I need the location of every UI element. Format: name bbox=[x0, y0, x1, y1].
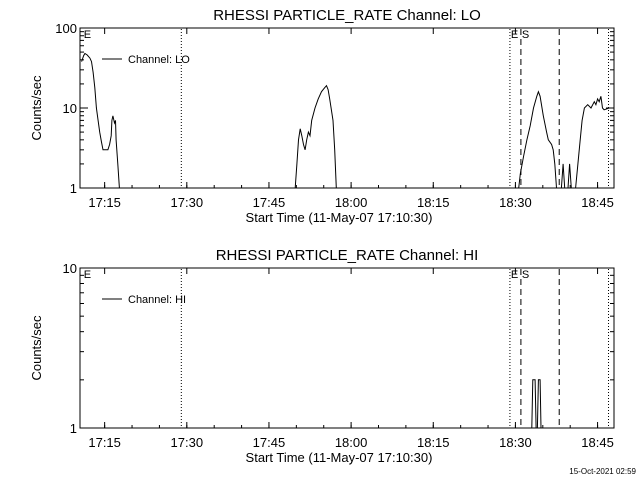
x-tick-label: 17:45 bbox=[253, 195, 286, 210]
x-tick-label: 18:00 bbox=[335, 435, 368, 450]
series-line-segment bbox=[81, 52, 120, 189]
series-line-segment bbox=[294, 84, 337, 189]
legend-label: Channel: LO bbox=[128, 54, 190, 66]
event-marker-label: E bbox=[84, 269, 91, 281]
x-tick-label: 17:30 bbox=[171, 435, 204, 450]
x-axis-label: Start Time (11-May-07 17:10:30) bbox=[246, 210, 433, 225]
series-line-segment bbox=[575, 96, 610, 189]
chart-title: RHESSI PARTICLE_RATE Channel: HI bbox=[216, 247, 479, 264]
x-tick-label: 18:30 bbox=[499, 435, 532, 450]
event-marker-label: S bbox=[522, 29, 529, 41]
x-tick-label: 18:45 bbox=[581, 195, 614, 210]
y-tick-label: 10 bbox=[63, 261, 77, 276]
x-tick-label: 17:15 bbox=[88, 195, 121, 210]
event-marker-label: E bbox=[511, 269, 518, 281]
y-tick-label: 10 bbox=[63, 101, 77, 116]
plot-frame bbox=[79, 267, 615, 429]
series-line-segment bbox=[560, 163, 566, 189]
event-marker-label: S bbox=[522, 269, 529, 281]
legend-label: Channel: HI bbox=[128, 294, 186, 306]
x-tick-label: 18:45 bbox=[581, 435, 614, 450]
series-line-segment bbox=[531, 379, 537, 429]
x-tick-label: 18:30 bbox=[499, 195, 532, 210]
y-tick-label: 1 bbox=[70, 181, 77, 196]
panel-hi: RHESSI PARTICLE_RATE Channel: HI 17:15 17:… bbox=[29, 247, 615, 465]
y-axis-label: Counts/sec bbox=[29, 315, 44, 381]
timestamp: 15-Oct-2021 02:59 bbox=[569, 467, 636, 476]
chart-title: RHESSI PARTICLE_RATE Channel: LO bbox=[213, 7, 481, 24]
series-line-segment bbox=[536, 379, 542, 429]
x-tick-label: 17:45 bbox=[253, 435, 286, 450]
event-marker-label: E bbox=[511, 29, 518, 41]
y-tick-label: 100 bbox=[55, 21, 77, 36]
series-line-segment bbox=[518, 90, 557, 189]
x-tick-label: 18:00 bbox=[335, 195, 368, 210]
x-tick-label: 17:15 bbox=[88, 435, 121, 450]
event-marker-label: E bbox=[84, 29, 91, 41]
series-line-segment bbox=[567, 163, 572, 189]
x-tick-label: 18:15 bbox=[417, 435, 450, 450]
panel-lo: RHESSI PARTICLE_RATE Channel: LO 17:15 17:… bbox=[29, 7, 615, 225]
y-tick-label: 1 bbox=[70, 421, 77, 436]
y-axis-label: Counts/sec bbox=[29, 75, 44, 141]
x-tick-label: 18:15 bbox=[417, 195, 450, 210]
x-axis-label: Start Time (11-May-07 17:10:30) bbox=[246, 450, 433, 465]
x-tick-label: 17:30 bbox=[171, 195, 204, 210]
